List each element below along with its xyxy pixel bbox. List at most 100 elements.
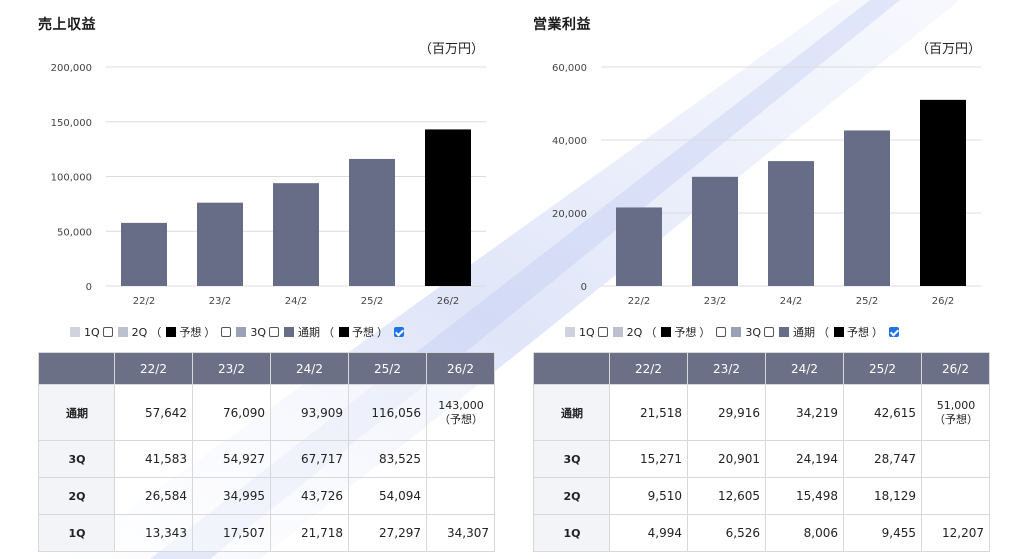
legend-2q-label: 2Q (626, 325, 643, 339)
bar-22-2[interactable] (616, 207, 662, 286)
table-cell: 54,927 (192, 440, 271, 478)
table-column-header: 25/2 (843, 352, 922, 385)
table-cell: 93,909 (270, 384, 349, 441)
table-cell: 15,498 (765, 477, 844, 515)
table-cell: 116,056 (348, 384, 427, 441)
legend-paren-close: ） (377, 326, 389, 339)
table-cell: 83,525 (348, 440, 427, 478)
x-tick-label: 23/2 (209, 296, 231, 307)
legend-paren-open: （ (645, 326, 657, 339)
table-cell: 34,307 (426, 514, 495, 552)
legend-3q[interactable]: 3Q (236, 326, 280, 339)
bar-24-2[interactable] (768, 161, 814, 286)
bar-22-2[interactable] (121, 222, 167, 286)
y-tick-label: 0 (581, 282, 587, 293)
legend-2q-checkbox[interactable] (716, 327, 727, 337)
legend-1q[interactable]: 1Q (565, 326, 608, 339)
table-cell (921, 477, 990, 515)
table-row: 2Q 9,510 12,605 15,498 18,129 (533, 477, 990, 515)
table-column-header: 26/2 (921, 352, 990, 385)
table-cell: 9,510 (609, 477, 688, 515)
table-row: 1Q 13,343 17,507 21,718 27,297 34,307 (38, 514, 495, 552)
legend-paren-close: ） (204, 326, 216, 339)
table-column-header: 25/2 (348, 352, 427, 385)
legend-2q-checkbox[interactable] (221, 327, 232, 337)
x-tick-label: 26/2 (932, 296, 954, 307)
legend-annual-swatch (779, 327, 790, 337)
legend-paren-open: （ (818, 326, 830, 339)
legend-forecast-label: 予想 (674, 326, 697, 339)
table-cell: 13,343 (114, 514, 193, 552)
legend-3q[interactable]: 3Q (731, 325, 775, 339)
table-cell: 57,642 (114, 384, 193, 441)
table-cell: 8,006 (765, 514, 844, 552)
table-cell (426, 477, 495, 515)
legend-3q-checkbox[interactable] (764, 327, 775, 337)
table-corner (38, 352, 115, 385)
legend-forecast-swatch (661, 327, 672, 337)
x-tick-label: 25/2 (856, 296, 878, 307)
x-tick-label: 23/2 (704, 296, 726, 307)
legend-annual-checkbox[interactable] (889, 327, 900, 337)
table-cell: 4,994 (609, 514, 688, 552)
table-cell: 17,507 (192, 514, 271, 552)
legend-3q-label: 3Q (745, 325, 762, 339)
table-column-header: 24/2 (270, 352, 349, 385)
bar-26-2[interactable] (920, 99, 966, 286)
table-cell: 51,000 （予想） (921, 384, 990, 441)
forecast-note: （予想） (439, 412, 483, 426)
legend-1q-checkbox[interactable] (597, 327, 608, 337)
table-row-header: 2Q (533, 477, 610, 515)
table-cell: 9,455 (843, 514, 922, 552)
legend-annual-swatch (284, 327, 295, 337)
bar-23-2[interactable] (197, 202, 243, 286)
legend-2q[interactable]: 2Q （ 予想 ） (612, 324, 727, 340)
bar-25-2[interactable] (844, 130, 890, 286)
legend-1q-checkbox[interactable] (102, 327, 113, 337)
table-row: 通期 21,518 29,916 34,219 42,615 51,000 （予想） (533, 384, 990, 441)
table-cell: 21,518 (609, 384, 688, 441)
profit-title: 営業利益 (533, 17, 591, 33)
legend-annual-label: 通期 (298, 326, 321, 339)
legend-1q[interactable]: 1Q (70, 326, 113, 339)
table-row-header: 3Q (38, 440, 115, 478)
legend-paren-open: （ (150, 326, 162, 339)
legend-annual-checkbox[interactable] (394, 327, 405, 337)
bar-24-2[interactable] (273, 183, 319, 286)
legend-forecast-swatch (834, 327, 845, 337)
table-row-header: 3Q (533, 440, 610, 478)
legend-paren-open: （ (323, 326, 335, 339)
y-tick-label: 150,000 (51, 118, 92, 129)
profit-panel: 営業利益 （百万円） 0 20,000 40,000 60,000 22/2 23/2 24… (533, 0, 1003, 559)
table-row: 3Q 15,271 20,901 24,194 28,747 (533, 440, 990, 478)
table-cell (426, 440, 495, 478)
legend-forecast-swatch (339, 327, 350, 337)
legend-2q-swatch (612, 327, 623, 337)
table-row: 3Q 41,583 54,927 67,717 83,525 (38, 440, 495, 478)
legend-3q-checkbox[interactable] (269, 327, 280, 337)
legend-forecast-label: 予想 (179, 326, 202, 339)
forecast-note: （予想） (934, 412, 978, 426)
legend-annual-label: 通期 (793, 326, 816, 339)
profit-bar-chart: 0 20,000 40,000 60,000 22/2 23/2 24/2 25/2 26/2 (552, 63, 981, 307)
table-column-header: 24/2 (765, 352, 844, 385)
bar-25-2[interactable] (349, 158, 395, 286)
bar-26-2[interactable] (425, 129, 471, 286)
bar-23-2[interactable] (692, 176, 738, 286)
x-tick-label: 26/2 (437, 296, 459, 307)
legend-2q[interactable]: 2Q （ 予想 ） (117, 324, 232, 340)
y-tick-label: 50,000 (57, 227, 92, 238)
legend-paren-close: ） (872, 326, 884, 339)
table-cell: 24,194 (765, 440, 844, 478)
legend-paren-close: ） (699, 326, 711, 339)
profit-legend: 1Q 2Q （ 予想 ） 3Q 通期 （ 予想 ） (565, 323, 904, 341)
table-cell: 42,615 (843, 384, 922, 441)
table-row: 2Q 26,584 34,995 43,726 54,094 (38, 477, 495, 515)
legend-annual[interactable]: 通期 （ 予想 ） (284, 324, 405, 340)
table-cell: 26,584 (114, 477, 193, 515)
legend-annual[interactable]: 通期 （ 予想 ） (779, 324, 900, 340)
y-tick-label: 40,000 (552, 136, 587, 147)
legend-1q-label: 1Q (579, 325, 595, 339)
table-cell: 28,747 (843, 440, 922, 478)
table-cell: 34,219 (765, 384, 844, 441)
